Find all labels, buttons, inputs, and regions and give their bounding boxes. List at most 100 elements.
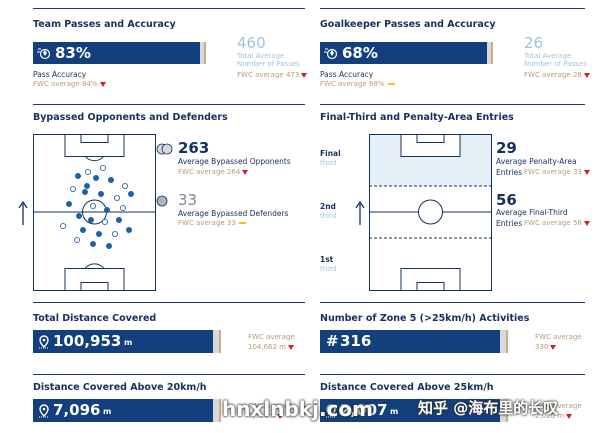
penalty-label-text: Entries <box>496 168 523 177</box>
bar-end <box>200 42 204 64</box>
stat-value: 7,096 <box>53 402 100 419</box>
stat-bar <box>33 399 213 422</box>
stat-value: 2,007 <box>340 402 387 419</box>
zone-sub-text: third <box>320 265 337 273</box>
zone-sub: third <box>320 159 337 168</box>
stat-value-text: 2,007 <box>340 401 388 419</box>
legend-icon <box>156 143 173 155</box>
stat-fwc-label: FWC average <box>535 402 582 411</box>
penalty-box <box>400 134 461 157</box>
stat-fwc-value-text: 104,662 m <box>248 343 286 351</box>
goal-box <box>416 282 445 291</box>
separator <box>320 104 585 105</box>
stat-value-text: 7,096 <box>53 401 101 419</box>
opponents-value: 263 <box>178 140 209 157</box>
total-label: Total Average Number of Passes <box>524 52 594 68</box>
penalty-label: Average Penalty-Area <box>496 157 577 166</box>
bar-end <box>213 399 219 422</box>
stat-unit-text: m <box>103 407 112 416</box>
player-dot <box>76 213 83 220</box>
defenders-fwc-text: FWC average 33 <box>178 219 236 227</box>
section-title: Bypassed Opponents and Defenders <box>33 112 228 123</box>
player-dot <box>98 191 105 198</box>
player-dot <box>122 183 129 190</box>
trend-down <box>276 413 283 419</box>
center-circle <box>418 199 443 225</box>
stat-unit-text: m <box>124 338 133 347</box>
final-third-label: Average Final-Third <box>496 208 568 217</box>
opponents-value-text: 263 <box>178 139 210 157</box>
ball-icon <box>324 48 338 60</box>
penalty-label: Entries <box>496 168 523 177</box>
stat-fwc-label-text: FWC average <box>248 333 295 341</box>
zone-sub-text: third <box>320 159 337 167</box>
goal-box <box>416 134 445 143</box>
stat-bar <box>320 399 500 422</box>
stat-value: 100,953 <box>53 333 121 350</box>
defenders-label-text: Average Bypassed Defenders <box>178 209 289 218</box>
penalty-arc <box>84 155 105 162</box>
opponents-label: Average Bypassed Opponents <box>178 157 291 166</box>
zone-sub-text: third <box>320 212 337 220</box>
separator <box>320 374 585 375</box>
accuracy-label-text: Pass Accuracy <box>320 70 374 79</box>
section-title-text: Bypassed Opponents and Defenders <box>33 112 228 123</box>
section-title: Distance Covered Above 20km/h <box>33 382 207 393</box>
zone-name-text: 2nd <box>320 202 336 211</box>
accuracy-fwc: FWC average 84% <box>33 80 106 89</box>
total-value: 26 <box>524 35 543 52</box>
accuracy-value: 83% <box>55 45 91 62</box>
stat-value-text: 316 <box>340 332 372 350</box>
trend-down <box>550 344 557 350</box>
zone-name: 2nd <box>320 202 336 211</box>
trend-down <box>301 72 308 78</box>
stat-fwc-label: FWC average <box>535 333 582 342</box>
total-fwc-text: FWC average 473 <box>237 71 300 79</box>
player-dot <box>80 227 87 234</box>
final-third-label-text: Entries <box>496 219 523 228</box>
penalty-fwc: FWC average 33 <box>524 168 590 177</box>
stat-fwc-value-text: 330 <box>535 343 549 351</box>
player-dot <box>116 217 123 224</box>
stat-fwc-label-text: FWC average <box>535 402 582 410</box>
accuracy-value-text: 83% <box>55 44 91 62</box>
separator <box>33 302 305 303</box>
player-dot <box>66 201 73 208</box>
stat-unit: m <box>124 338 133 348</box>
final-third-fwc: FWC average 58 <box>524 219 590 228</box>
stat-prefix-text: # <box>326 332 339 350</box>
final-third-label-text: Average Final-Third <box>496 208 568 217</box>
section-title: Number of Zone 5 (>25km/h) Activities <box>320 313 530 324</box>
bar-accent <box>506 399 508 422</box>
accuracy-fwc: FWC average 68% <box>320 80 395 89</box>
player-dot <box>75 173 82 180</box>
direction-arrow <box>355 200 365 225</box>
total-fwc-text: FWC average 28 <box>524 71 582 79</box>
watermark-text: 知乎 @海布里的长叹 <box>418 399 559 417</box>
player-dot <box>90 241 97 248</box>
player-dot <box>59 223 66 230</box>
player-dot <box>100 164 107 171</box>
trend-down <box>242 169 249 175</box>
stat-fwc-label: FWC average <box>248 402 295 411</box>
section-title-text: Number of Zone 5 (>25km/h) Activities <box>320 313 530 324</box>
section-title-text: Distance Covered Above 25km/h <box>320 382 494 393</box>
player-dot <box>114 195 121 202</box>
separator <box>320 8 585 9</box>
total-fwc: FWC average 28 <box>524 71 590 80</box>
section-title: Goalkeeper Passes and Accuracy <box>320 19 496 30</box>
final-third-value-text: 56 <box>496 191 517 209</box>
accuracy-fwc-text: FWC average 84% <box>33 80 98 88</box>
goal-box <box>80 134 109 143</box>
trend-down <box>583 169 590 175</box>
trend-equal <box>387 83 395 85</box>
bar-end <box>213 330 219 353</box>
trend-down <box>99 81 106 87</box>
trend-down <box>583 72 590 78</box>
pin-icon <box>39 335 49 349</box>
stat-fwc-value-text: 2,026 m <box>535 412 565 420</box>
accuracy-bar <box>33 42 200 64</box>
total-label-text: Total Average Number of Passes <box>524 52 587 68</box>
separator <box>33 104 305 105</box>
